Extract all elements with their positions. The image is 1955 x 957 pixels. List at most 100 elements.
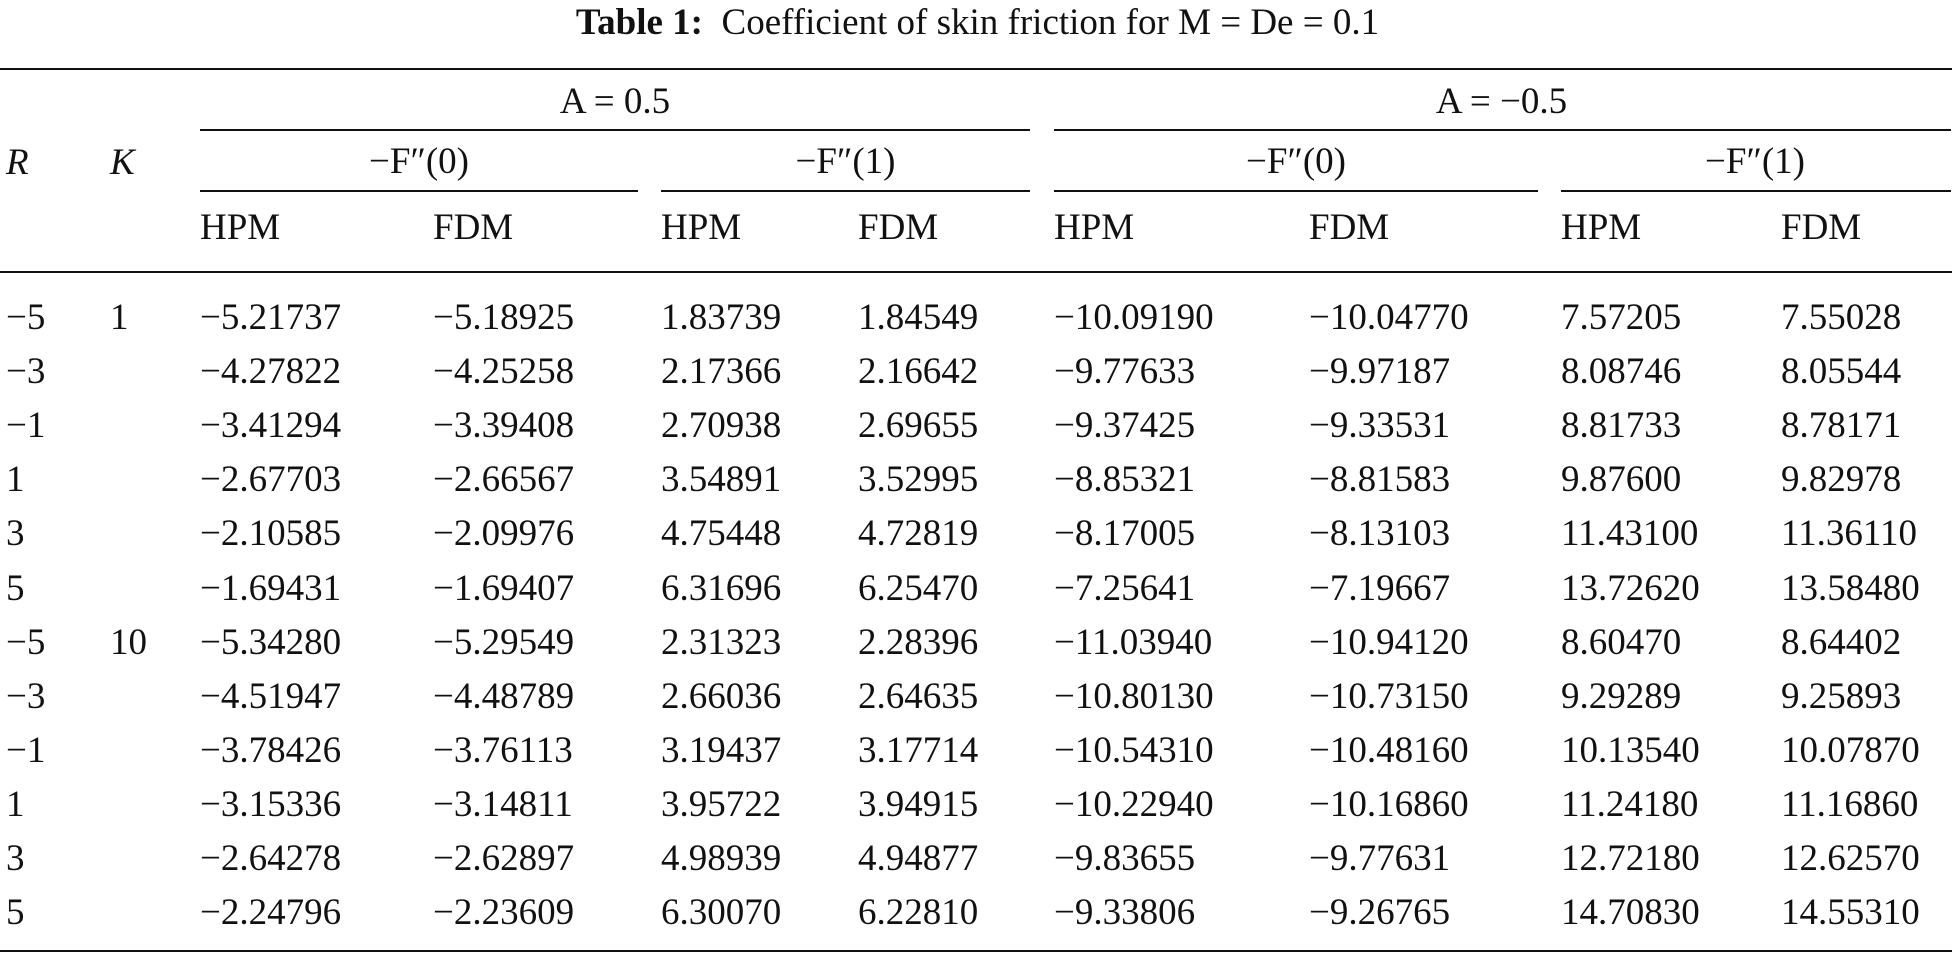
cell: 6.30070	[661, 892, 782, 934]
cell: −8.13103	[1309, 513, 1451, 555]
cell: 2.66036	[661, 675, 782, 717]
row-key: −1	[6, 729, 46, 771]
cell: 7.57205	[1561, 297, 1682, 338]
header-r: R	[6, 142, 29, 183]
group-header: A = 0.5	[559, 81, 671, 122]
cell: 12.62570	[1781, 838, 1920, 879]
cell: 3.52995	[858, 459, 979, 501]
row-key: 5	[6, 892, 25, 934]
method-header: HPM	[1054, 207, 1135, 248]
group-rule	[200, 129, 1030, 131]
bottom-rule	[0, 950, 1952, 952]
subgroup-rule	[661, 190, 1030, 192]
cell: 8.05544	[1781, 351, 1902, 393]
cell: 13.58480	[1781, 567, 1920, 609]
cell: −10.94120	[1309, 621, 1469, 663]
cell: −7.19667	[1309, 567, 1451, 609]
method-header: FDM	[1781, 207, 1862, 248]
subgroup-rule	[1054, 190, 1538, 192]
cell: 6.25470	[858, 567, 979, 609]
cell: −2.24796	[200, 892, 342, 934]
cell: 3.95722	[661, 783, 782, 825]
cell: 11.16860	[1781, 783, 1919, 825]
caption-label: Table 1:	[575, 2, 704, 43]
cell: −10.73150	[1309, 675, 1469, 717]
method-header: FDM	[858, 207, 939, 248]
cell: 6.22810	[858, 892, 979, 934]
cell: 2.28396	[858, 621, 979, 663]
cell: −2.62897	[433, 838, 575, 879]
cell: 3.19437	[661, 729, 782, 771]
cell: −9.33531	[1309, 405, 1451, 447]
cell: −4.48789	[433, 675, 575, 717]
cell: −2.09976	[433, 513, 575, 555]
cell: 4.72819	[858, 513, 979, 555]
cell: −10.22940	[1054, 783, 1214, 825]
method-header: HPM	[661, 207, 742, 248]
cell: −7.25641	[1054, 567, 1196, 609]
cell: 2.70938	[661, 405, 782, 447]
cell: 14.55310	[1781, 892, 1920, 934]
cell: 8.64402	[1781, 621, 1902, 663]
header-k: K	[110, 142, 135, 183]
cell: −8.17005	[1054, 513, 1196, 555]
cell: 1.83739	[661, 297, 782, 338]
cell: 2.16642	[858, 351, 979, 393]
cell: −1.69431	[200, 567, 342, 609]
cell: 8.81733	[1561, 405, 1682, 447]
cell: 1.84549	[858, 297, 979, 338]
cell: 8.60470	[1561, 621, 1682, 663]
cell: −3.14811	[433, 783, 573, 825]
row-key: 1	[110, 297, 129, 338]
cell: 4.94877	[858, 838, 979, 879]
cell: 9.25893	[1781, 675, 1902, 717]
cell: −9.77633	[1054, 351, 1196, 393]
cell: −5.34280	[200, 621, 342, 663]
cell: −10.48160	[1309, 729, 1469, 771]
cell: 2.17366	[661, 351, 782, 393]
row-key: 5	[6, 567, 25, 609]
method-header: FDM	[433, 207, 514, 248]
cell: −8.81583	[1309, 459, 1451, 501]
cell: 11.36110	[1781, 513, 1918, 555]
method-header: HPM	[1561, 207, 1642, 248]
cell: −9.26765	[1309, 892, 1451, 934]
cell: 8.08746	[1561, 351, 1682, 393]
cell: 9.82978	[1781, 459, 1902, 501]
cell: −1.69407	[433, 567, 575, 609]
row-key: −5	[6, 297, 46, 338]
cell: −3.78426	[200, 729, 342, 771]
group-header: A = −0.5	[1435, 81, 1568, 122]
subgroup-header: −F″(0)	[1246, 141, 1346, 182]
cell: −5.18925	[433, 297, 575, 338]
cell: 8.78171	[1781, 405, 1902, 447]
cell: −10.54310	[1054, 729, 1214, 771]
cell: −3.15336	[200, 783, 342, 825]
cell: −10.16860	[1309, 783, 1469, 825]
cell: −9.33806	[1054, 892, 1196, 934]
cell: −11.03940	[1054, 621, 1213, 663]
cell: −4.51947	[200, 675, 342, 717]
subgroup-rule	[1561, 190, 1951, 192]
method-header: HPM	[200, 207, 281, 248]
cell: 4.98939	[661, 838, 782, 879]
cell: 11.24180	[1561, 783, 1699, 825]
subgroup-header: −F″(1)	[795, 141, 896, 182]
cell: −3.41294	[200, 405, 342, 447]
caption: Table 1: Coefficient of skin friction fo…	[0, 0, 1955, 46]
cell: −9.83655	[1054, 838, 1196, 879]
row-key: −1	[6, 405, 46, 447]
cell: 2.69655	[858, 405, 979, 447]
row-key: 3	[6, 513, 25, 555]
cell: 10.07870	[1781, 729, 1920, 771]
cell: 7.55028	[1781, 297, 1902, 338]
row-key: −3	[6, 675, 46, 717]
row-key: −3	[6, 351, 46, 393]
cell: 14.70830	[1561, 892, 1700, 934]
row-key: −5	[6, 621, 46, 663]
cell: 3.54891	[661, 459, 782, 501]
cell: −3.39408	[433, 405, 575, 447]
cell: −2.66567	[433, 459, 575, 501]
cell: 9.87600	[1561, 459, 1682, 501]
